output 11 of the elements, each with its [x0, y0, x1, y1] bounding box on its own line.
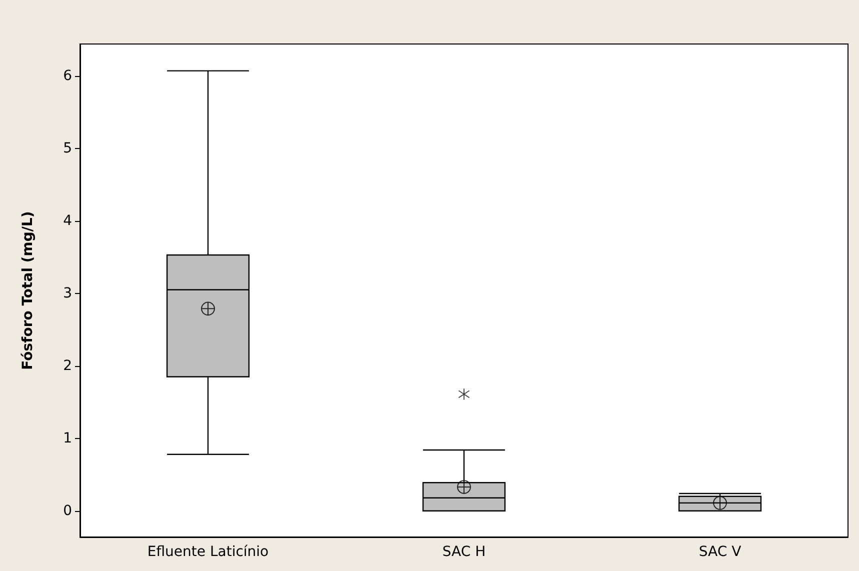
- y-axis-title: Fósforo Total (mg/L): [20, 211, 36, 370]
- y-tick-label: 6: [63, 68, 72, 84]
- x-tick-label: SAC H: [442, 544, 486, 560]
- y-tick-label: 1: [63, 430, 72, 446]
- y-tick-label: 3: [63, 285, 72, 302]
- y-tick-label: 0: [63, 502, 72, 519]
- y-tick-label: 4: [63, 212, 72, 229]
- x-tick-label: SAC V: [698, 544, 742, 560]
- x-tick-label: Efluente Laticínio: [147, 544, 269, 560]
- y-tick-label: 5: [63, 140, 72, 156]
- y-tick-label: 2: [63, 358, 72, 374]
